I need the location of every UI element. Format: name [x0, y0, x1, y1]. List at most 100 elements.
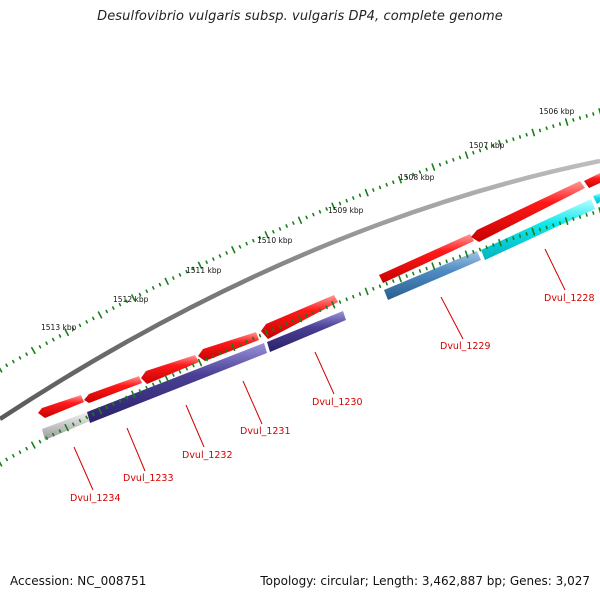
inner-ruler-minor-tick	[472, 250, 475, 254]
ruler-label: 1507 kbp	[469, 141, 505, 150]
gene-arrow-edge-forward[interactable]	[584, 173, 600, 188]
gene-label-dvul-1231[interactable]: Dvul_1231	[240, 426, 291, 437]
inner-ruler-minor-tick	[38, 439, 42, 444]
inner-ruler-minor-tick	[358, 292, 362, 296]
inner-ruler-major-tick	[398, 274, 402, 283]
gene-leader-lines	[73, 248, 566, 491]
inner-ruler-minor-tick	[192, 363, 195, 368]
gene-arrow-dvul-1228-forward[interactable]	[471, 181, 585, 242]
inner-ruler-minor-tick	[72, 422, 75, 427]
outer-ruler-minor-tick	[525, 132, 528, 137]
genome-backbone	[0, 158, 600, 421]
gene-arrow-dvul-1233-forward[interactable]	[84, 376, 142, 403]
outer-ruler-minor-tick	[305, 215, 308, 220]
gene-label-dvul-1233[interactable]: Dvul_1233	[123, 473, 174, 484]
inner-ruler-minor-tick	[392, 279, 395, 283]
outer-ruler-minor-tick	[545, 126, 548, 131]
outer-ruler-minor-tick	[512, 137, 515, 141]
leader-dvul-1228	[544, 248, 566, 291]
gene-bar-edge[interactable]	[593, 193, 600, 204]
outer-ruler-minor-tick	[278, 227, 282, 231]
outer-ruler-minor-tick	[412, 172, 415, 177]
outer-ruler-minor-tick	[212, 257, 215, 261]
inner-ruler-minor-tick	[578, 215, 582, 219]
ruler-label: 1508 kbp	[399, 173, 435, 182]
outer-ruler-major-tick	[398, 175, 402, 184]
accession-text: Accession: NC_008751	[10, 574, 147, 588]
outer-ruler-minor-tick	[285, 224, 288, 228]
gene-bar-dvul-1233[interactable]	[87, 343, 267, 423]
outer-ruler-minor-tick	[272, 230, 275, 234]
inner-ruler-minor-tick	[185, 366, 188, 371]
outer-ruler-minor-tick	[45, 341, 49, 346]
outer-ruler-major-tick	[464, 151, 469, 159]
outer-ruler-minor-tick	[445, 160, 448, 165]
inner-ruler-major-tick	[0, 461, 3, 467]
leader-dvul-1231	[242, 380, 263, 425]
gene-label-dvul-1232[interactable]: Dvul_1232	[182, 450, 233, 461]
inner-ruler-minor-tick	[425, 266, 428, 271]
outer-ruler-minor-tick	[418, 170, 422, 174]
gene-arrow-dvul-1231-forward[interactable]	[198, 332, 259, 361]
outer-ruler-minor-tick	[118, 302, 122, 307]
outer-ruler-major-tick	[531, 128, 536, 137]
outer-ruler-minor-tick	[318, 210, 322, 214]
topology-text: Topology: circular; Length: 3,462,887 bp…	[260, 574, 590, 588]
gene-arrow-dvul-1234-forward[interactable]	[38, 395, 84, 418]
inner-ruler-minor-tick	[485, 245, 488, 250]
outer-ruler-major-tick	[0, 367, 3, 373]
inner-ruler-major-tick	[598, 207, 600, 214]
gene-bar-dvul-1229[interactable]	[384, 251, 481, 300]
inner-ruler-minor-tick	[592, 211, 595, 215]
inner-ruler-minor-tick	[512, 236, 515, 241]
feature-band-genes	[42, 193, 600, 440]
inner-ruler-minor-tick	[558, 221, 562, 225]
inner-ruler-minor-tick	[285, 322, 288, 326]
gene-bar-dvul-1230[interactable]	[267, 311, 346, 352]
inner-ruler-minor-tick	[272, 327, 275, 332]
inner-ruler-minor-tick	[525, 232, 528, 236]
ruler-labels: 1506 kbp 1507 kbp 1508 kbp 1509 kbp 1510 kbp…	[41, 107, 575, 332]
inner-ruler-major-tick	[264, 328, 269, 337]
gene-arrow-dvul-1232-forward[interactable]	[141, 355, 199, 384]
inner-ruler-major-tick	[531, 227, 536, 236]
outer-ruler-minor-tick	[592, 112, 595, 116]
outer-ruler-minor-tick	[452, 158, 455, 162]
gene-label-dvul-1229[interactable]: Dvul_1229	[440, 341, 491, 352]
inner-ruler-minor-tick	[152, 382, 155, 387]
outer-ruler-minor-tick	[425, 167, 428, 172]
outer-ruler-major-tick	[297, 216, 303, 224]
outer-ruler-minor-tick	[245, 241, 248, 246]
outer-ruler-minor-tick	[325, 207, 328, 211]
leader-dvul-1234	[73, 446, 94, 491]
outer-ruler-major-tick	[131, 294, 136, 302]
outer-ruler-minor-tick	[485, 146, 488, 150]
inner-ruler-major-tick	[164, 374, 169, 382]
inner-ruler-minor-tick	[458, 254, 462, 259]
inner-ruler-major-tick	[364, 287, 369, 296]
inner-ruler-minor-tick	[492, 243, 495, 247]
inner-ruler-major-tick	[331, 300, 336, 309]
inner-ruler-minor-tick	[85, 415, 88, 420]
outer-ruler-minor-tick	[258, 235, 262, 240]
ruler-label: 1510 kbp	[257, 236, 293, 245]
inner-ruler-major-tick	[464, 250, 469, 259]
outer-ruler-minor-tick	[558, 122, 562, 126]
inner-ruler-minor-tick	[572, 217, 575, 221]
gene-label-dvul-1230[interactable]: Dvul_1230	[312, 397, 363, 408]
inner-ruler-minor-tick	[305, 313, 308, 318]
inner-ruler-major-tick	[498, 238, 502, 247]
gene-labels: Dvul_1228 Dvul_1229 Dvul_1230 Dvul_1231 …	[70, 293, 595, 504]
map-title: Desulfovibrio vulgaris subsp. vulgaris D…	[97, 9, 503, 24]
outer-ruler-minor-tick	[51, 337, 55, 342]
gene-label-dvul-1234[interactable]: Dvul_1234	[70, 493, 121, 504]
outer-ruler-minor-tick	[185, 269, 188, 274]
outer-ruler-minor-tick	[112, 306, 115, 310]
gene-bar-dvul-1228[interactable]	[481, 199, 595, 260]
inner-ruler-minor-tick	[278, 325, 282, 329]
outer-ruler-minor-tick	[552, 124, 555, 128]
gene-arrow-dvul-1229-forward[interactable]	[379, 234, 474, 283]
gene-label-dvul-1228[interactable]: Dvul_1228	[544, 293, 595, 304]
inner-ruler-minor-tick	[438, 261, 442, 266]
inner-ruler-minor-tick	[445, 259, 448, 264]
